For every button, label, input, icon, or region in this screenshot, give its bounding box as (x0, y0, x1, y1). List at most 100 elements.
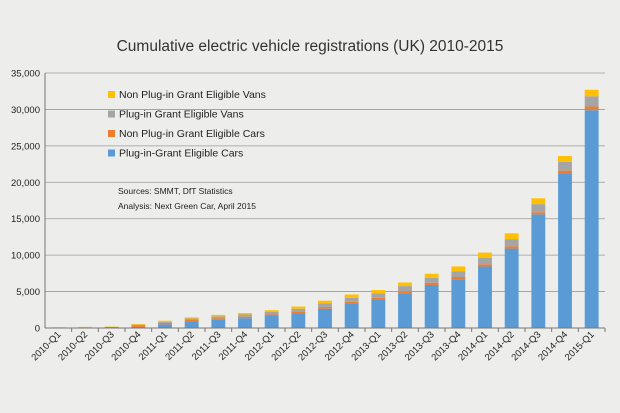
bar-segment (211, 319, 226, 328)
bar-segment (184, 317, 199, 319)
bar-segment (531, 214, 546, 328)
bar-segment (531, 204, 546, 213)
bar-segment (238, 314, 252, 317)
bar-segment (318, 300, 332, 304)
bar-segment (398, 291, 412, 294)
bar-segment (558, 161, 572, 171)
bar-segment (344, 301, 359, 304)
legend-label: Non Plug-in Grant Eligible Vans (119, 89, 266, 101)
y-tick-label: 0 (35, 324, 40, 335)
bar-segment (158, 322, 172, 325)
bar-segment (371, 297, 386, 300)
legend-swatch (108, 130, 115, 137)
bar-segment (211, 318, 226, 320)
bar-segment (504, 248, 519, 328)
bar-segment (158, 320, 172, 322)
bar-segment (558, 170, 572, 174)
annotation-line: Analysis: Next Green Car, April 2015 (118, 201, 256, 211)
y-tick-label: 25,000 (11, 141, 40, 152)
bar-segment (318, 306, 332, 309)
bar-segment (424, 277, 439, 283)
y-tick-label: 20,000 (11, 178, 40, 189)
bar-segment (131, 326, 146, 328)
bar-segment (371, 290, 386, 294)
y-tick-label: 30,000 (11, 105, 40, 116)
bar-segment (584, 96, 599, 107)
bar-segment (131, 325, 146, 327)
bar-segment (184, 321, 199, 328)
bar-segment (504, 246, 519, 249)
bar-segment (211, 316, 226, 319)
bar-segment (584, 89, 599, 97)
x-tick-label: 2010-Q4 (110, 329, 144, 363)
bar-segment (558, 173, 572, 328)
bar-segment (478, 257, 492, 265)
bar-segment (291, 311, 306, 314)
bar-segment (158, 321, 172, 323)
y-tick-label: 15,000 (11, 214, 40, 225)
y-tick-label: 5,000 (16, 287, 40, 298)
bar-segment (478, 264, 492, 267)
y-tick-label: 35,000 (11, 69, 40, 80)
bar-segment (238, 313, 252, 315)
bar-segment (584, 106, 599, 111)
bar-segment (451, 279, 466, 328)
bar-segment (478, 266, 492, 328)
bar-segment (451, 277, 466, 280)
y-tick-label: 10,000 (11, 251, 40, 262)
bar-segment (184, 318, 199, 320)
bar-segment (504, 239, 519, 247)
bar-segment (398, 282, 412, 287)
bar-segment (531, 212, 546, 215)
bars (51, 89, 599, 329)
bar-segment (531, 198, 546, 205)
chart-title: Cumulative electric vehicle registration… (117, 38, 504, 55)
bar-segment (424, 273, 439, 278)
bar-segment (131, 324, 146, 326)
bar-segment (344, 303, 359, 328)
legend-label: Plug-in-Grant Eligible Cars (119, 148, 243, 160)
bar-segment (238, 316, 252, 319)
gridlines (45, 72, 605, 329)
bar-segment (291, 306, 306, 309)
bar-segment (371, 299, 386, 328)
annotation-line: Sources: SMMT, DfT Statistics (118, 186, 233, 196)
legend-label: Non Plug-in Grant Eligible Cars (119, 128, 265, 140)
bar-segment (264, 315, 279, 328)
bar-segment (291, 313, 306, 328)
bar-segment (478, 252, 492, 258)
bar-segment (158, 324, 172, 328)
bar-segment (264, 310, 279, 312)
bar-segment (344, 297, 359, 302)
x-tick-label: 2015-Q1 (563, 329, 597, 363)
bar-segment (424, 282, 439, 286)
bar-segment (238, 318, 252, 328)
bar-segment (451, 271, 466, 277)
bar-segment (211, 314, 226, 317)
bar-segment (291, 308, 306, 312)
legend-label: Plug-in Grant Eligible Vans (119, 109, 244, 121)
legend: Non Plug-in Grant Eligible Vans Plug-in G… (108, 89, 266, 160)
bar-segment (371, 293, 386, 298)
bar-segment (104, 326, 119, 328)
bar-segment (131, 323, 146, 325)
bar-segment (264, 311, 279, 315)
bar-segment (344, 294, 359, 298)
bar-segment (424, 285, 439, 328)
legend-swatch (108, 91, 115, 98)
bar-segment (318, 303, 332, 307)
bar-segment (184, 319, 199, 322)
bar-segment (451, 266, 466, 272)
bar-segment (318, 308, 332, 328)
legend-swatch (108, 149, 115, 157)
bar-segment (584, 110, 599, 329)
legend-swatch (108, 110, 115, 118)
bar-segment (264, 314, 279, 316)
bar-segment (398, 286, 412, 292)
bar-segment (398, 293, 412, 328)
source-annotation: Sources: SMMT, DfT Statistics Analysis: N… (118, 186, 256, 211)
bar-segment (558, 156, 572, 162)
bar-segment (504, 233, 519, 240)
